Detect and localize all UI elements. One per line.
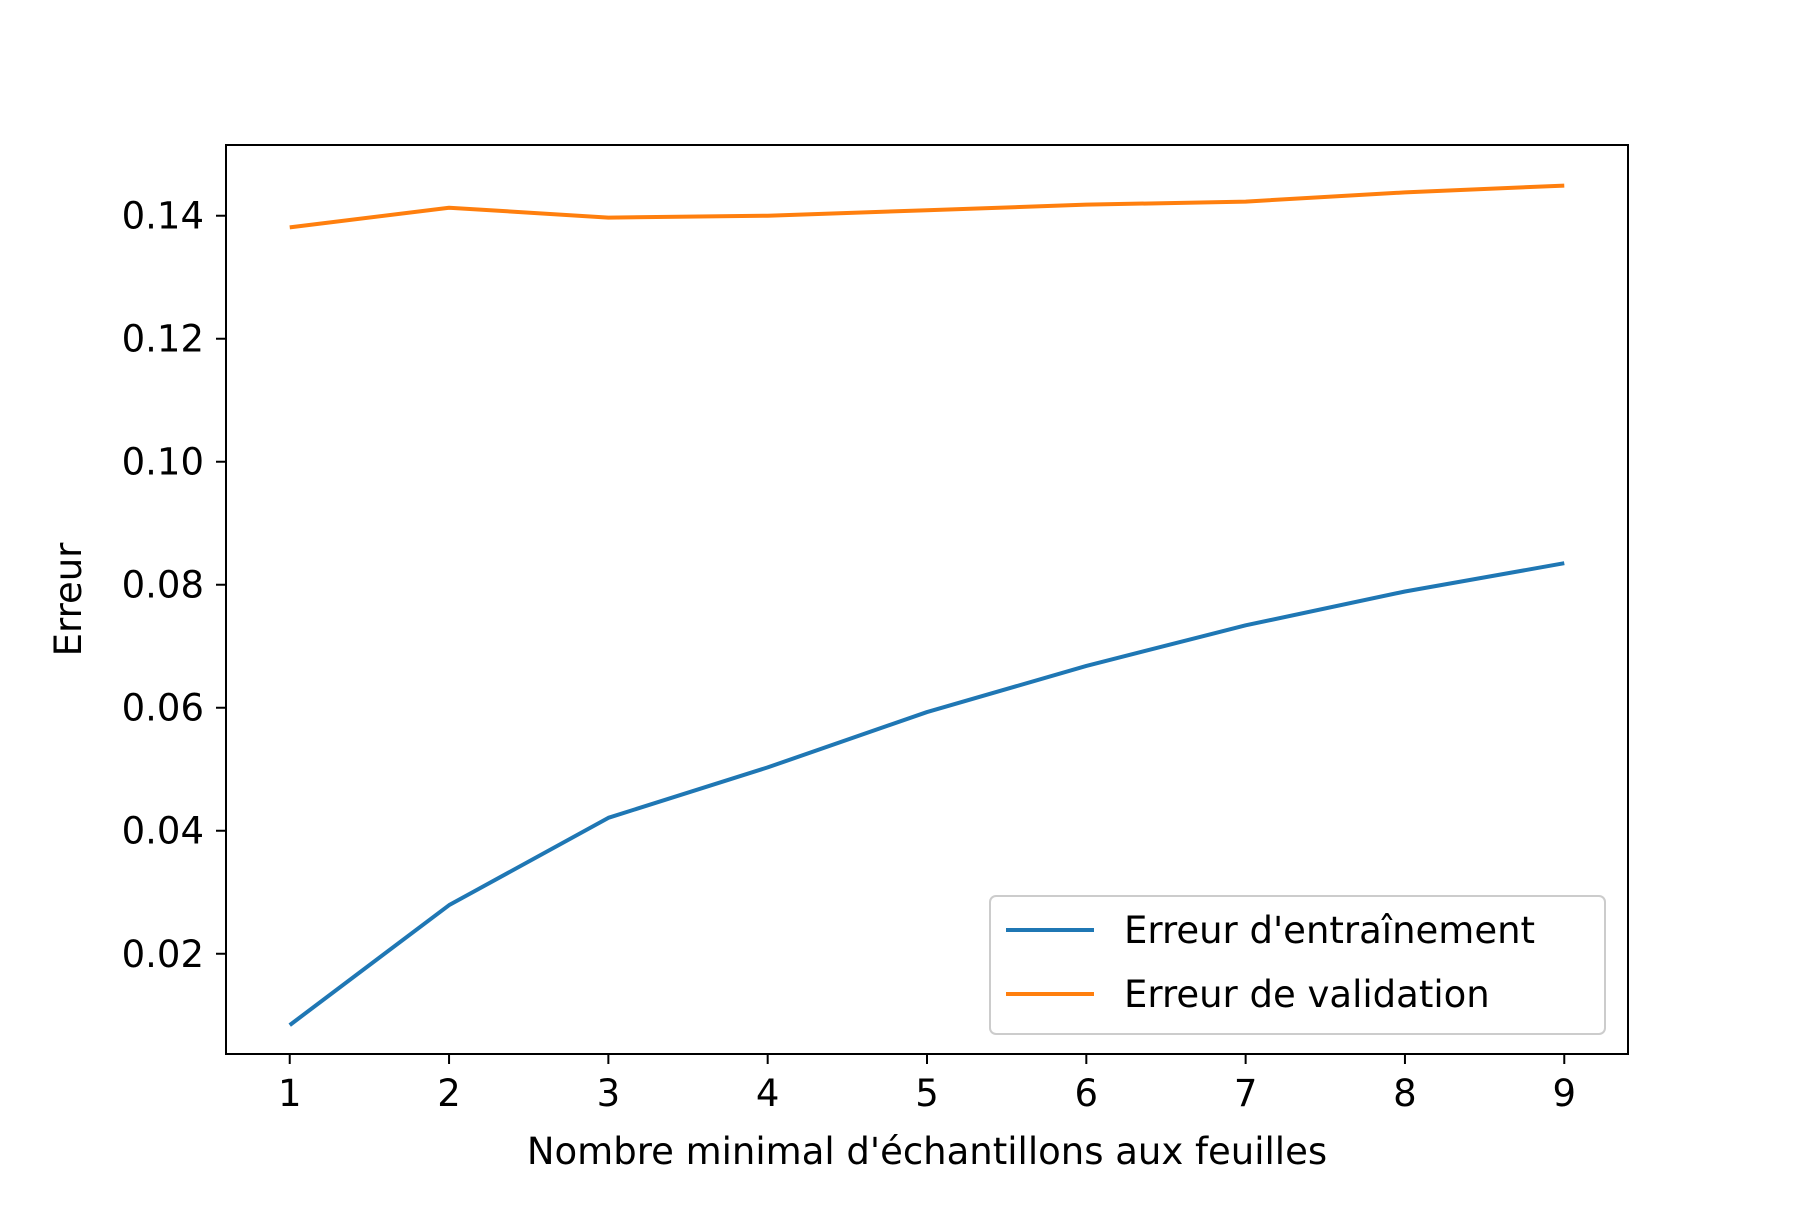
legend-label-2: Erreur de validation: [1124, 973, 1490, 1016]
x-tick-label: 5: [915, 1072, 939, 1115]
x-tick-label: 4: [756, 1072, 780, 1115]
y-axis-label: Erreur: [47, 542, 90, 657]
legend-box: [989, 895, 1606, 1035]
x-axis-label: Nombre minimal d'échantillons aux feuill…: [527, 1130, 1327, 1173]
y-tick-label: 0.02: [122, 933, 204, 976]
legend-label-1: Erreur d'entraînement: [1124, 909, 1535, 952]
y-tick-label: 0.14: [122, 195, 204, 238]
y-tick-label: 0.08: [122, 564, 204, 607]
series-line-2: [289, 183, 1565, 230]
x-tick-label: 6: [1075, 1072, 1099, 1115]
x-tick-label: 8: [1393, 1072, 1417, 1115]
y-tick-label: 0.06: [122, 687, 204, 730]
legend: Erreur d'entraînement Erreur de validatio…: [989, 895, 1606, 1035]
x-tick-label: 7: [1234, 1072, 1258, 1115]
y-tick-label: 0.12: [122, 318, 204, 361]
x-tick-label: 3: [597, 1072, 621, 1115]
series-line-1: [288, 561, 1565, 1027]
y-tick-label: 0.04: [122, 810, 204, 853]
x-tick-label: 2: [437, 1072, 461, 1115]
x-tick-label: 9: [1552, 1072, 1576, 1115]
axes: 1 2 3 4 5 6 7 8 9 0.02 0.04 0.06 0.08 0.10 0.12 0.14 Nom…: [47, 144, 1629, 1173]
y-tick-label: 0.10: [122, 441, 204, 484]
x-tick-label: 1: [278, 1072, 302, 1115]
plot-area: [288, 183, 1565, 1027]
